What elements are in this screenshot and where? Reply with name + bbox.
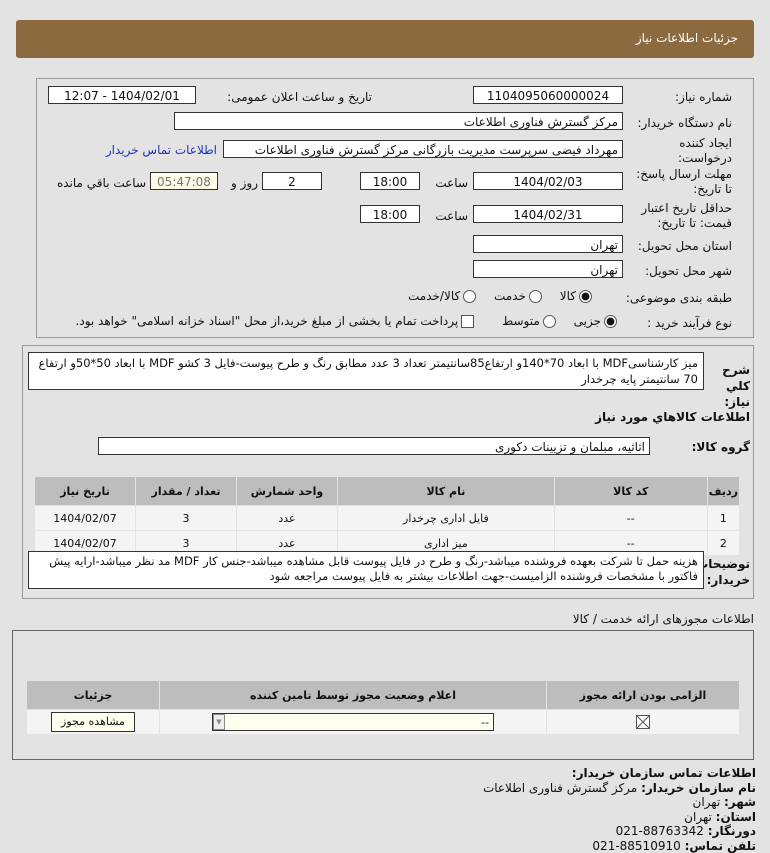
creator-field: مهرداد فیضی سرپرست مدیریت بازرگانی مرکز …	[223, 140, 623, 158]
goods-group-field: اثاثیه، مبلمان و تزیینات دکوری	[98, 437, 650, 455]
goods-section-title: اطلاعات كالاهاي مورد نياز	[595, 410, 750, 424]
cell: فایل اداری چرخدار	[337, 505, 555, 531]
permits-title: اطلاعات مجوزهای ارائه خدمت / کالا	[572, 612, 754, 626]
cell: 1404/02/07	[34, 505, 136, 531]
goods-table: ردیف کد کالا نام کالا واحد شمارش تعداد /…	[34, 476, 741, 556]
reply-date-field: 1404/02/03	[473, 172, 623, 190]
city-field: تهران	[473, 260, 623, 278]
col-qty: تعداد / مقدار	[135, 476, 237, 506]
days-label: روز و	[231, 176, 258, 190]
process-radio-group: جزیی متوسط پرداخت تمام یا بخشی از مبلغ خ…	[76, 314, 620, 328]
col-required: الزامی بودن ارائه مجوز	[546, 680, 740, 710]
cell: عدد	[236, 505, 338, 531]
contact-org-label: نام سازمان خریدار:	[641, 780, 756, 795]
description-label: شرح کلي نياز:	[722, 363, 750, 409]
goods-group-label: گروه کالا:	[691, 440, 750, 454]
reply-time-field: 18:00	[360, 172, 420, 190]
buyer-org-label: نام دستگاه خریدار:	[637, 116, 733, 130]
chevron-down-icon: ▼	[213, 714, 225, 730]
reply-deadline-label: مهلت ارسال پاسخ: تا تاریخ:	[636, 167, 732, 196]
description-text: میز کارشناسیMDF با ابعاد 70*140و ارتفاع8…	[28, 352, 704, 390]
buyer-org-field: مرکز گسترش فناوری اطلاعات	[174, 112, 623, 130]
col-unit: واحد شمارش	[236, 476, 338, 506]
cell	[546, 709, 740, 735]
validity-date-field: 1404/02/31	[473, 205, 623, 223]
cell: 1	[706, 505, 741, 531]
radio-minor[interactable]	[604, 315, 617, 328]
treasury-checkbox[interactable]	[461, 315, 475, 328]
province-field: تهران	[473, 235, 623, 253]
table-row: 1 -- فایل اداری چرخدار عدد 3 1404/02/07	[34, 505, 741, 531]
col-status: اعلام وضعیت مجوز توسط تامین کننده	[159, 680, 547, 710]
table-row: -- ▼ مشاهده مجوز	[26, 709, 740, 735]
radio-service[interactable]	[528, 290, 542, 303]
col-row: ردیف	[706, 476, 741, 506]
remaining-label: ساعت باقي مانده	[56, 176, 146, 190]
cell: 2	[706, 530, 741, 556]
process-label: نوع فرآیند خرید :	[647, 316, 732, 330]
contact-phone-label: تلفن تماس:	[684, 838, 756, 853]
col-date: تاریخ نیاز	[34, 476, 136, 506]
category-radio-group: کالا خدمت کالا/خدمت	[408, 289, 595, 303]
announce-label: تاریخ و ساعت اعلان عمومی:	[227, 90, 372, 104]
cell: 3	[135, 505, 237, 531]
cell: --	[553, 505, 708, 531]
view-permit-button[interactable]: مشاهده مجوز	[51, 712, 135, 732]
required-checkbox-icon	[636, 715, 650, 729]
province-label: استان محل تحویل:	[637, 239, 732, 253]
col-details: جزئیات	[26, 680, 160, 710]
announce-field: 1404/02/01 - 12:07	[48, 86, 196, 104]
reply-time-label: ساعت	[435, 176, 468, 190]
need-number-label: شماره نیاز:	[675, 90, 732, 104]
days-field: 2	[262, 172, 322, 190]
creator-label: ایجاد کننده درخواست:	[678, 136, 732, 165]
permit-status-select[interactable]: -- ▼	[212, 713, 494, 731]
contact-fax: 021-88763342	[615, 824, 704, 838]
validity-time-field: 18:00	[360, 205, 420, 223]
buyer-contact-info: اطلاعات تماس سازمان خریدار: نام سازمان خ…	[483, 766, 756, 853]
radio-goods[interactable]	[579, 290, 592, 303]
remaining-time-field: 05:47:08	[150, 172, 218, 190]
col-code: کد کالا	[553, 476, 708, 506]
permits-table: الزامی بودن ارائه مجوز اعلام وضعیت مجوز ت…	[26, 680, 740, 735]
page-title: جزئیات اطلاعات نیاز	[635, 31, 738, 45]
contact-city: تهران	[692, 795, 721, 809]
contact-org: مرکز گسترش فناوری اطلاعات	[482, 780, 638, 795]
validity-time-label: ساعت	[435, 209, 468, 223]
buyer-notes-text: هزینه حمل تا شرکت بعهده فروشنده میباشد-ر…	[28, 551, 704, 589]
validity-label: حداقل تاریخ اعتبار قیمت: تا تاریخ:	[641, 201, 732, 230]
radio-goods-service[interactable]	[463, 290, 477, 303]
col-name: نام کالا	[337, 476, 555, 506]
contact-phone: 021-88510910	[592, 838, 681, 853]
cell: مشاهده مجوز	[26, 709, 160, 735]
contact-province-label: استان:	[715, 809, 756, 824]
contact-fax-label: دورنگار:	[707, 824, 756, 838]
need-number-field: 1104095060000024	[473, 86, 623, 104]
page-header: جزئیات اطلاعات نیاز	[16, 20, 754, 58]
radio-medium[interactable]	[542, 315, 556, 328]
contact-province: تهران	[684, 809, 712, 824]
cell: -- ▼	[159, 709, 547, 735]
city-label: شهر محل تحویل:	[645, 264, 732, 278]
buyer-notes-label: توضیحات خریدار:	[696, 557, 750, 587]
select-value: --	[481, 715, 489, 729]
contact-title: اطلاعات تماس سازمان خریدار:	[571, 766, 756, 780]
buyer-contact-link[interactable]: اطلاعات تماس خریدار	[105, 143, 217, 157]
contact-city-label: شهر:	[724, 795, 756, 809]
category-label: طبقه بندی موضوعی:	[625, 291, 732, 305]
goods-table-header: ردیف کد کالا نام کالا واحد شمارش تعداد /…	[34, 476, 741, 506]
